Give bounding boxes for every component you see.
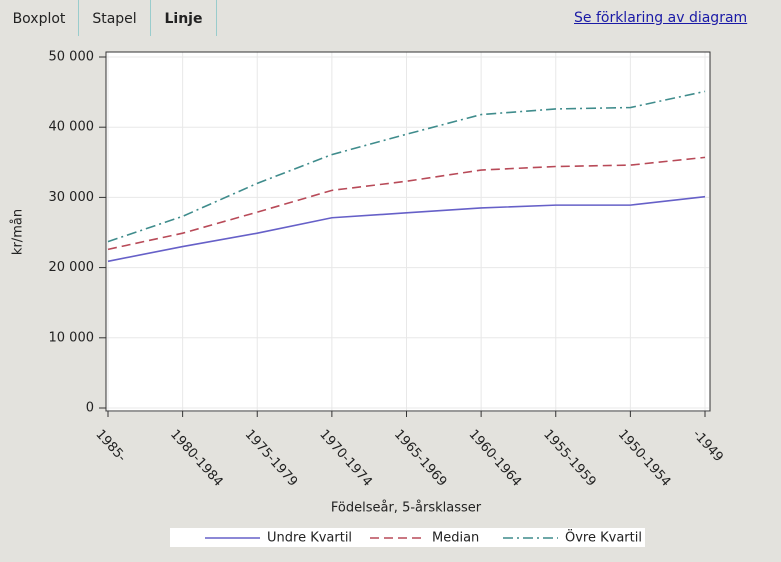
line-series xyxy=(107,195,706,263)
legend-label: Undre Kvartil xyxy=(267,531,352,546)
y-tick-label: 40 000 xyxy=(49,120,95,135)
tab[interactable]: Boxplot xyxy=(0,0,79,36)
tab[interactable]: Stapel xyxy=(79,0,151,36)
x-tick-label: 1975-1979 xyxy=(242,427,301,490)
y-tick-label: 10 000 xyxy=(49,330,95,345)
x-tick-label: 1980-1984 xyxy=(167,427,226,490)
legend xyxy=(170,528,645,547)
x-tick-label: 1955-1959 xyxy=(540,427,599,490)
tab[interactable]: Linje xyxy=(151,0,217,36)
x-tick-label: 1950-1954 xyxy=(615,427,674,490)
x-tick-label: 1960-1964 xyxy=(466,427,525,490)
x-tick-label: 1965-1969 xyxy=(391,427,450,490)
line-series xyxy=(107,90,706,243)
link[interactable]: Se förklaring av diagram xyxy=(574,10,748,26)
y-tick-label: 50 000 xyxy=(49,50,95,65)
x-tick-label: 1970-1974 xyxy=(316,427,375,490)
x-tick-label: -1949 xyxy=(689,427,725,465)
y-tick-label: 20 000 xyxy=(49,260,95,275)
legend-label: Övre Kvartil xyxy=(565,529,642,546)
y-tick-label: 0 xyxy=(86,401,94,416)
y-tick-label: 30 000 xyxy=(49,190,95,205)
line-series xyxy=(107,156,706,251)
y-axis-label: kr/mån xyxy=(11,209,26,255)
x-axis-label: Födelseår, 5-årsklasser xyxy=(331,501,482,516)
x-tick-label: 1985- xyxy=(92,427,129,465)
legend-label: Median xyxy=(432,531,479,546)
plot-area xyxy=(106,52,710,412)
plot-frame xyxy=(105,51,711,412)
